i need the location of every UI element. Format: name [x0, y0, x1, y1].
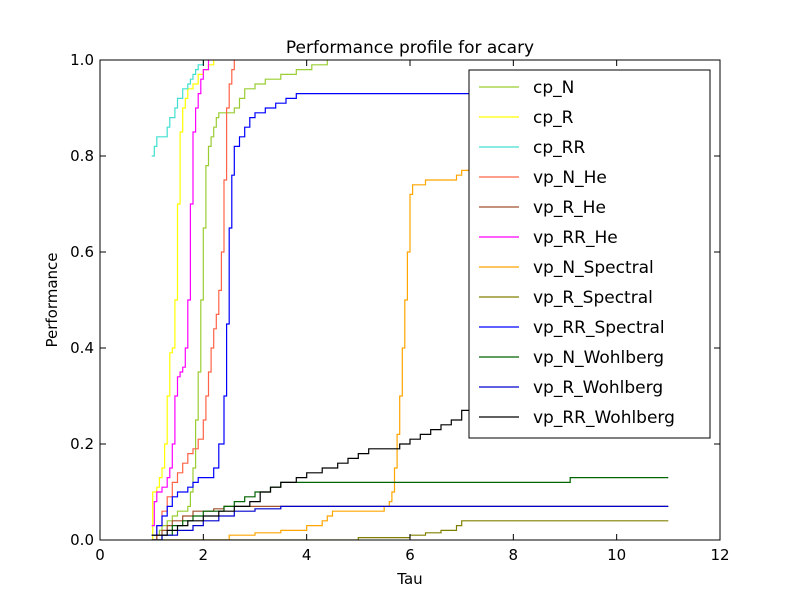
- legend-label: vp_RR_He: [533, 228, 618, 248]
- legend-label: vp_N_He: [533, 168, 607, 188]
- legend-label: cp_N: [533, 78, 574, 98]
- y-axis: 0.0 0.2 0.4 0.6 0.8 1.0: [70, 51, 720, 549]
- legend-box: [468, 69, 711, 439]
- y-tick-label: 0.0: [70, 531, 94, 549]
- x-axis: 0 2 4 6 8 10 12: [95, 60, 730, 564]
- y-tick-label: 1.0: [70, 51, 94, 69]
- x-tick-label: 6: [405, 546, 415, 564]
- legend-label: cp_R: [533, 108, 574, 128]
- y-tick-label: 0.4: [70, 339, 94, 357]
- series-line-vp_RR_Spectral: [151, 93, 669, 536]
- y-tick-label: 0.2: [70, 435, 94, 453]
- x-tick-label: 4: [302, 546, 312, 564]
- series-layer: [151, 60, 669, 540]
- legend-label: vp_R_Wohlberg: [533, 378, 663, 398]
- x-tick-label: 0: [95, 546, 105, 564]
- legend-label: vp_R_He: [533, 198, 606, 218]
- x-tick-label: 12: [710, 546, 729, 564]
- series-line-vp_N_Spectral: [151, 165, 669, 540]
- series-line-cp_N: [151, 60, 328, 540]
- legend-label: vp_N_Spectral: [533, 258, 654, 278]
- series-line-cp_R: [151, 60, 215, 540]
- legend-label: cp_RR: [533, 138, 585, 158]
- series-line-vp_RR_Wohlberg: [151, 405, 488, 536]
- y-axis-label: Performance: [43, 252, 61, 347]
- y-tick-label: 0.8: [70, 147, 94, 165]
- series-line-vp_R_Spectral: [151, 520, 669, 540]
- legend-label: vp_R_Spectral: [533, 288, 653, 308]
- x-tick-label: 2: [199, 546, 209, 564]
- x-axis-label: Tau: [396, 570, 422, 588]
- series-line-vp_R_Wohlberg: [151, 505, 669, 540]
- chart-title: Performance profile for acary: [286, 38, 534, 58]
- legend: cp_N cp_R cp_RR vp_N_He vp_R_He vp_RR_He vp_N_…: [468, 69, 711, 439]
- series-line-vp_RR_He: [151, 60, 210, 527]
- legend-label: vp_RR_Spectral: [533, 318, 665, 338]
- series-line-cp_RR: [151, 60, 204, 157]
- y-tick-label: 0.6: [70, 243, 94, 261]
- x-tick-label: 8: [509, 546, 519, 564]
- x-tick-label: 10: [607, 546, 626, 564]
- legend-label: vp_N_Wohlberg: [533, 348, 664, 368]
- legend-label: vp_RR_Wohlberg: [533, 408, 675, 428]
- series-line-vp_N_Wohlberg: [151, 477, 669, 540]
- series-line-vp_N_He: [151, 60, 235, 540]
